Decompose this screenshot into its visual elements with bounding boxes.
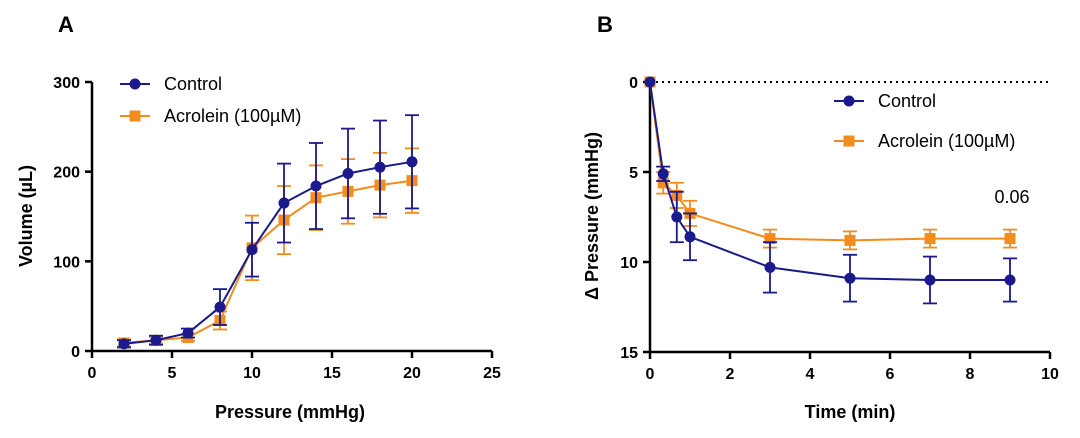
panel-b-x-tick-label: 8 bbox=[966, 366, 975, 383]
panel-a-control-point bbox=[182, 327, 194, 339]
panel-a-x-axis-title: Pressure (mmHg) bbox=[215, 402, 365, 422]
panel-b-control-point bbox=[644, 76, 656, 88]
panel-b-x-tick-label: 6 bbox=[886, 366, 895, 383]
panel-b-x-tick-label: 10 bbox=[1041, 366, 1059, 383]
panel-a-control-point bbox=[214, 301, 226, 313]
panel-b-control-series-line bbox=[649, 81, 1010, 281]
panel-b-control-point bbox=[1004, 274, 1016, 286]
panel-b-control-point bbox=[764, 261, 776, 273]
panel-a-x-tick-label: 5 bbox=[168, 365, 177, 382]
panel-a-acrolein-series-line bbox=[123, 179, 413, 344]
panel-a-control-point bbox=[278, 197, 290, 209]
panel-a-control-point bbox=[406, 156, 418, 168]
panel-a-legend-acrolein-label: Acrolein (100µM) bbox=[164, 106, 301, 126]
panel-b-y-tick-label: 15 bbox=[620, 345, 638, 362]
panel-b-acrolein-point bbox=[764, 233, 776, 245]
panel-b-control-point bbox=[844, 272, 856, 284]
panel-a-control-point bbox=[310, 180, 322, 192]
panel-a-legend-control-marker bbox=[129, 78, 141, 90]
panel-a-y-axis-title: Volume (µL) bbox=[16, 165, 36, 267]
panel-a-legend-control-label: Control bbox=[164, 74, 222, 94]
panel-b-x-tick-label: 4 bbox=[806, 366, 815, 383]
panel-b-legend-acrolein-label: Acrolein (100µM) bbox=[878, 131, 1015, 151]
panel-b: B Time (min) Δ Pressure (mmHg) 0 2 4 6 8 10 0 5… bbox=[582, 12, 1059, 422]
panel-b-legend-control-label: Control bbox=[878, 91, 936, 111]
panel-b-y-axis-title: Δ Pressure (mmHg) bbox=[582, 132, 602, 300]
panel-a-control-point bbox=[246, 244, 258, 256]
panel-a-label: A bbox=[58, 12, 74, 37]
panel-a-x-tick-label: 15 bbox=[323, 365, 341, 382]
panel-a: A Pressure (mmHg) Volume (µL) 0 5 10 15 20 25… bbox=[16, 12, 501, 422]
panel-b-acrolein-point bbox=[1004, 233, 1016, 245]
panel-b-label: B bbox=[597, 12, 613, 37]
panel-a-x-tick-label: 0 bbox=[88, 365, 97, 382]
panel-a-x-tick-label: 10 bbox=[243, 365, 261, 382]
panel-b-x-tick-label: 0 bbox=[646, 366, 655, 383]
panel-a-y-tick-label: 200 bbox=[53, 165, 80, 182]
panel-b-x-tick-label: 2 bbox=[726, 366, 735, 383]
panel-b-control-point bbox=[657, 168, 669, 180]
panel-b-control-point bbox=[671, 211, 683, 223]
panel-b-acrolein-point bbox=[924, 233, 936, 245]
panel-a-control-point bbox=[118, 338, 130, 350]
panel-a-y-tick-label: 300 bbox=[53, 75, 80, 92]
panel-a-control-point bbox=[342, 167, 354, 179]
panel-b-acrolein-point bbox=[657, 177, 669, 189]
panel-a-control-point bbox=[150, 334, 162, 346]
panel-b-legend-acrolein-marker bbox=[843, 135, 855, 147]
panel-b-x-axis-title: Time (min) bbox=[805, 402, 896, 422]
panel-a-legend-acrolein-marker bbox=[129, 110, 141, 122]
panel-b-control-point bbox=[924, 274, 936, 286]
panel-a-y-tick-label: 0 bbox=[71, 344, 80, 361]
panel-a-x-tick-label: 25 bbox=[483, 365, 501, 382]
panel-b-acrolein-point bbox=[844, 234, 856, 246]
panel-b-y-tick-label: 5 bbox=[629, 165, 638, 182]
panel-b-control-point bbox=[684, 231, 696, 243]
panel-a-x-tick-label: 20 bbox=[403, 365, 421, 382]
panel-a-control-series-line bbox=[123, 160, 413, 345]
panel-b-annotation: 0.06 bbox=[994, 187, 1029, 207]
panel-b-legend-control-marker bbox=[843, 95, 855, 107]
panel-b-y-tick-label: 0 bbox=[629, 75, 638, 92]
panel-b-acrolein-series-line bbox=[649, 81, 1010, 242]
panel-a-y-tick-label: 100 bbox=[53, 254, 80, 271]
panel-a-control-point bbox=[374, 161, 386, 173]
panel-b-y-tick-label: 10 bbox=[620, 255, 638, 272]
